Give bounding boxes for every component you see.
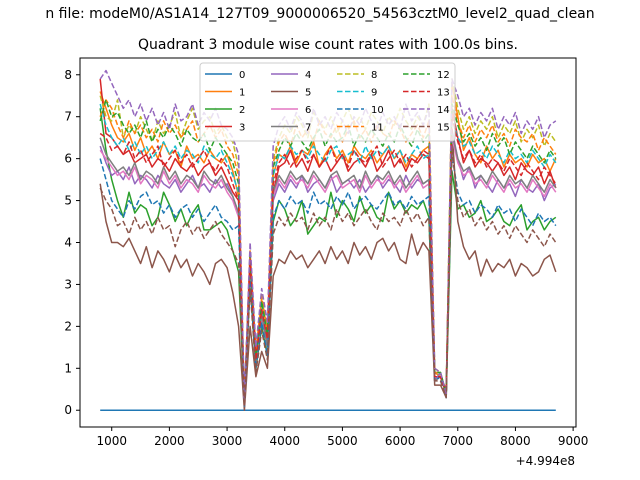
x-tick-label: 8000: [500, 434, 531, 448]
series-line-5: [99, 128, 557, 411]
legend-label-12: 12: [437, 70, 450, 81]
series-line-2: [99, 108, 557, 407]
legend-label-4: 4: [305, 70, 311, 81]
series-line-9: [99, 103, 557, 403]
y-tick-label: 4: [64, 236, 72, 250]
legend-label-7: 7: [305, 123, 311, 134]
legend-label-1: 1: [239, 88, 245, 99]
series-line-6: [99, 136, 557, 407]
y-tick-label: 3: [64, 277, 72, 291]
x-offset-label: +4.994e8: [516, 454, 575, 468]
y-tick-label: 2: [64, 319, 72, 333]
y-tick-label: 8: [64, 68, 72, 82]
x-tick-label: 2000: [154, 434, 185, 448]
y-tick-label: 5: [64, 194, 72, 208]
series-line-7: [99, 132, 557, 407]
legend-label-10: 10: [371, 105, 384, 116]
legend-label-14: 14: [437, 105, 450, 116]
x-tick-label: 7000: [442, 434, 473, 448]
legend-label-13: 13: [437, 88, 450, 99]
series-line-1: [99, 82, 557, 403]
series-line-10: [99, 153, 557, 407]
series-line-3: [99, 78, 557, 407]
series-line-11: [99, 94, 557, 403]
chart-title: Quadrant 3 module wise count rates with …: [138, 37, 518, 53]
legend-label-11: 11: [371, 123, 384, 134]
legend-label-15: 15: [437, 123, 450, 134]
legend-box: [199, 62, 456, 142]
x-tick-label: 3000: [212, 434, 243, 448]
y-tick-label: 6: [64, 152, 72, 166]
x-tick-label: 5000: [327, 434, 358, 448]
legend-label-0: 0: [239, 70, 245, 81]
series-line-13: [99, 115, 557, 407]
y-tick-label: 1: [64, 361, 72, 375]
legend-label-6: 6: [305, 105, 311, 116]
series-line-15: [99, 149, 557, 407]
axes-layer: 1000 2000 3000 4000 5000 6000 7000 8000 90000123…: [64, 57, 589, 448]
x-tick-label: 6000: [385, 434, 416, 448]
legend-label-5: 5: [305, 88, 311, 99]
legend-label-3: 3: [239, 123, 245, 134]
legend-label-9: 9: [371, 88, 377, 99]
y-tick-label: 0: [64, 403, 72, 417]
legend-label-8: 8: [371, 70, 377, 81]
legend-label-2: 2: [239, 105, 245, 116]
x-tick-label: 4000: [269, 434, 300, 448]
figure-suptitle: n file: modeM0/AS1A14_127T09_9000006520_…: [45, 6, 594, 22]
x-tick-label: 9000: [558, 434, 589, 448]
y-tick-label: 7: [64, 110, 72, 124]
x-tick-label: 1000: [96, 434, 127, 448]
